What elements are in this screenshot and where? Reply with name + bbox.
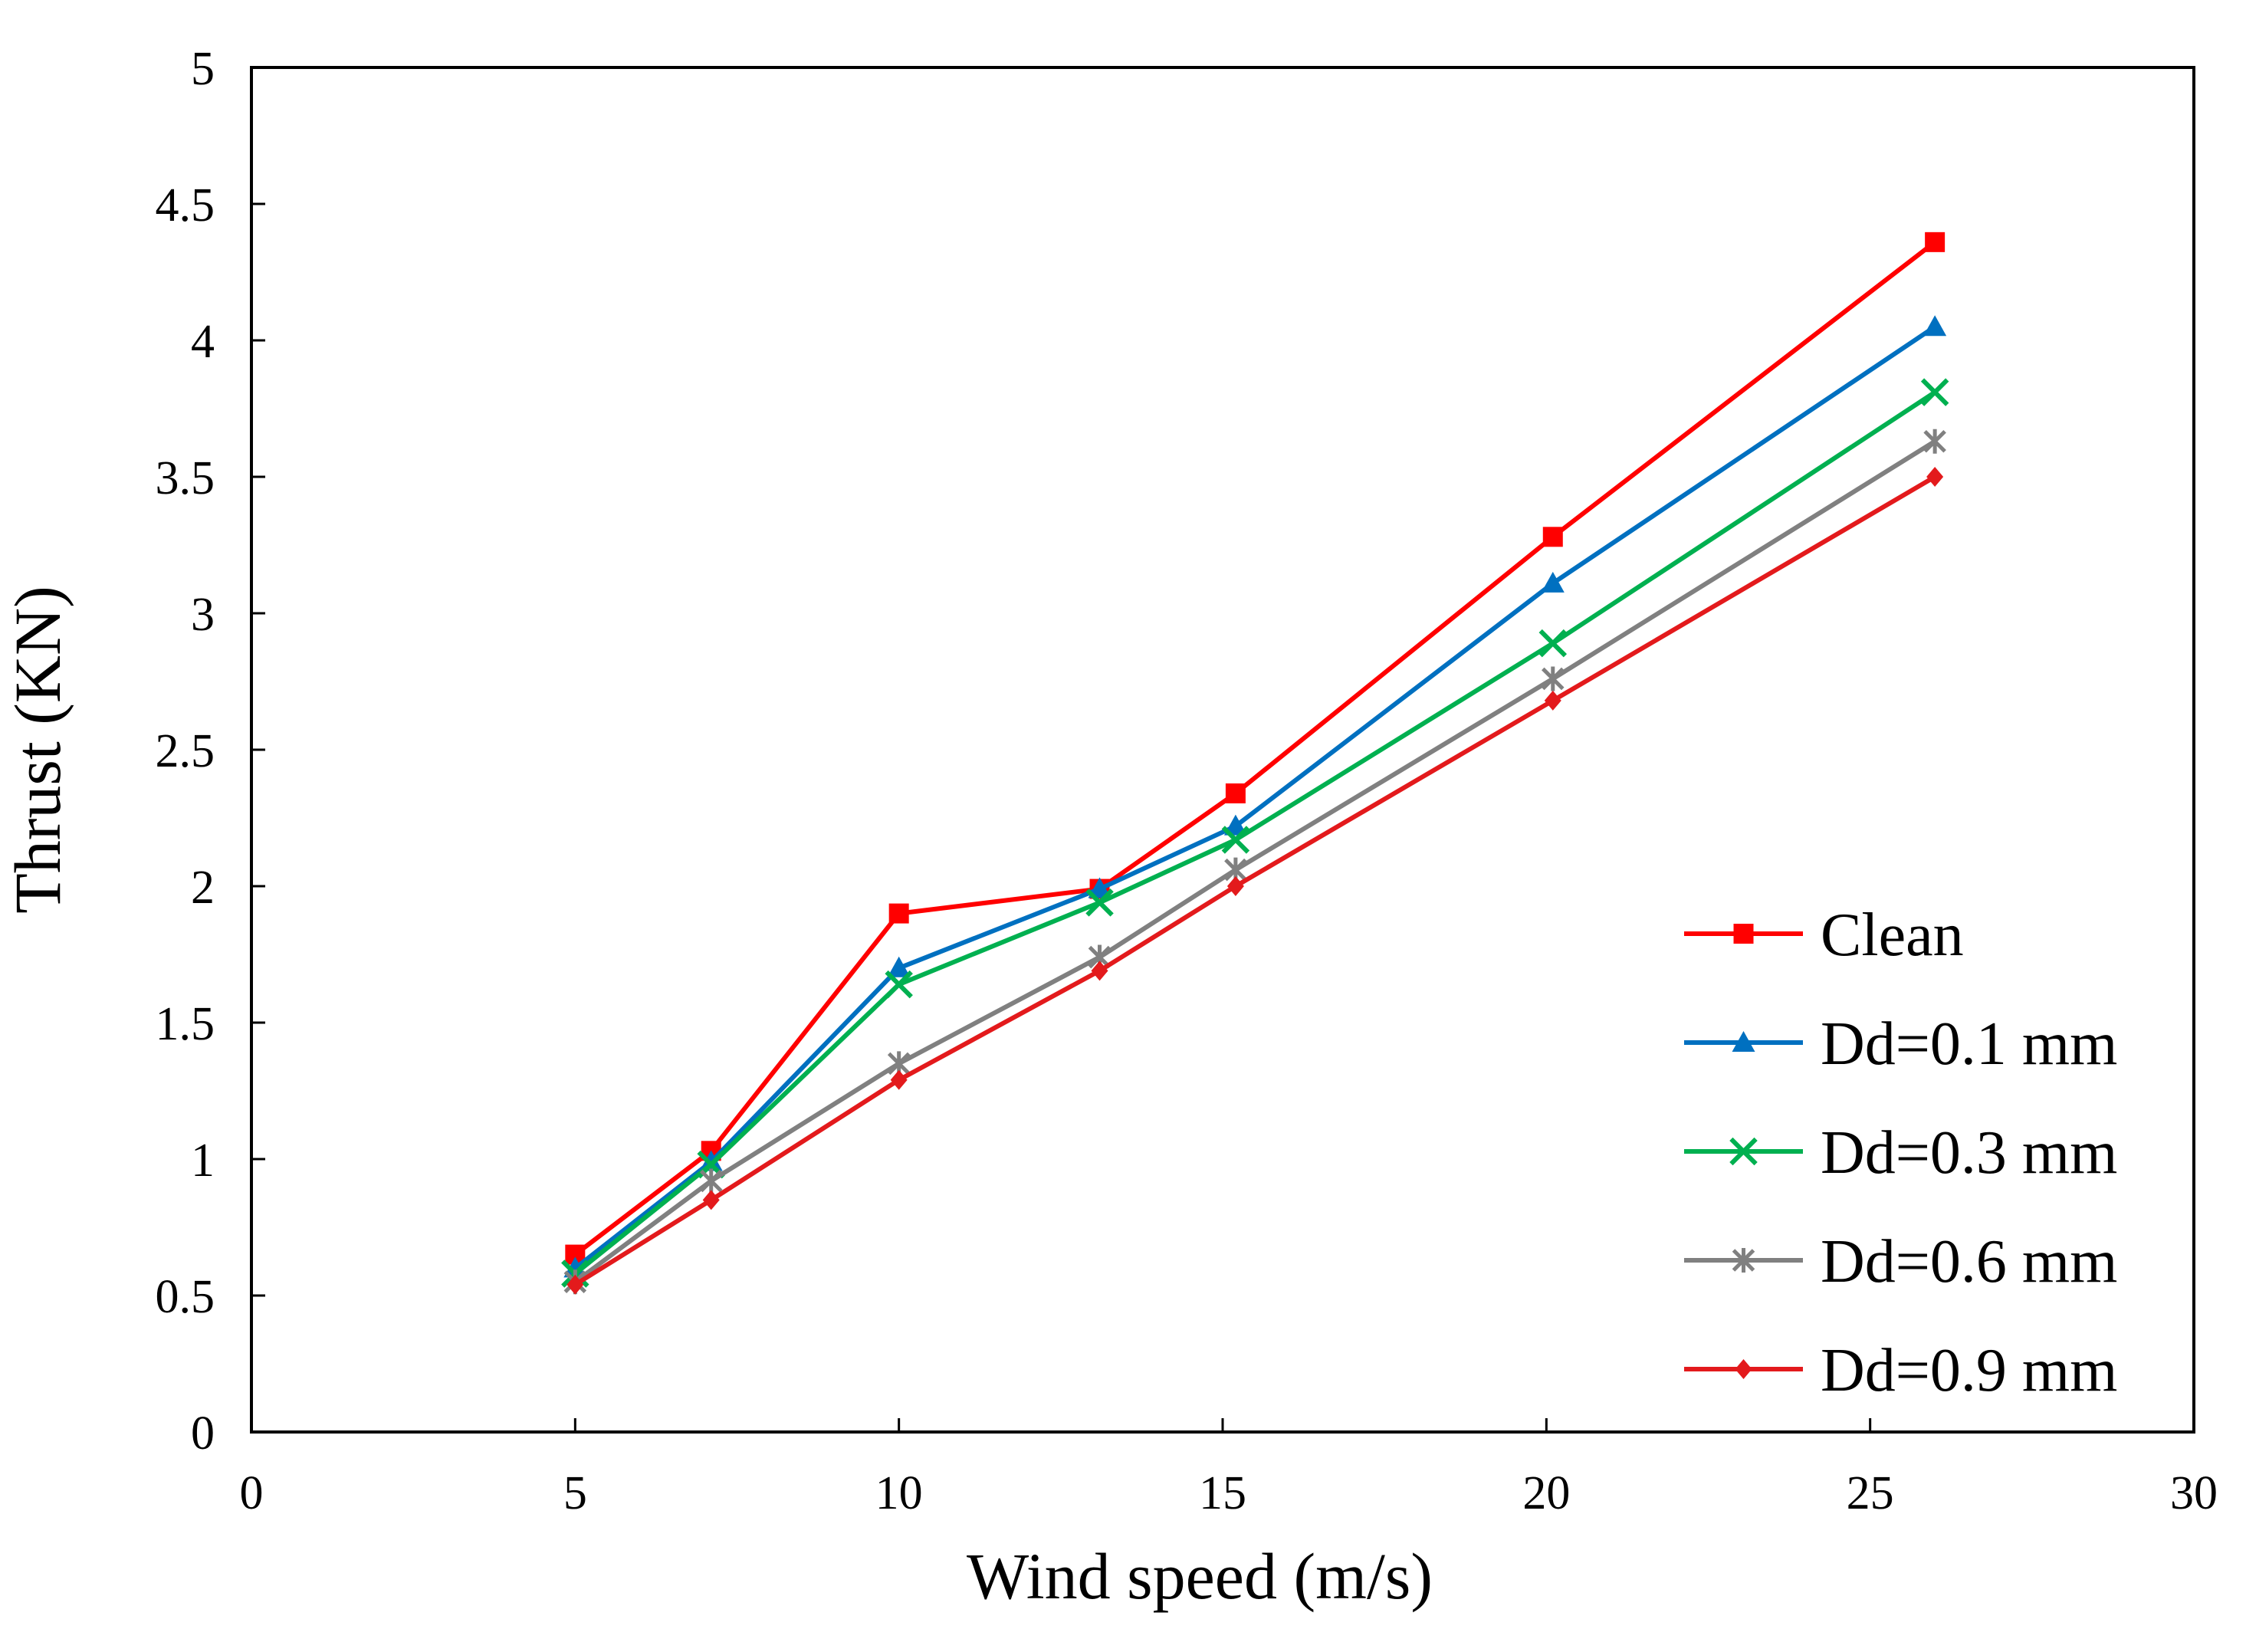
x-tick-label: 25 bbox=[1847, 1467, 1894, 1519]
x-tick-label: 10 bbox=[875, 1467, 923, 1519]
data-point bbox=[1091, 961, 1108, 981]
legend-label: Dd=0.6 mm bbox=[1821, 1228, 2117, 1296]
data-point bbox=[1544, 690, 1561, 711]
data-point bbox=[1223, 814, 1247, 836]
legend-marker bbox=[1732, 1031, 1755, 1052]
data-point bbox=[1920, 378, 1949, 406]
data-point bbox=[702, 1190, 720, 1210]
legend-entry: Dd=0.1 mm bbox=[1684, 1010, 2117, 1078]
legend-entry: Dd=0.9 mm bbox=[1684, 1337, 2117, 1404]
x-tick-label: 30 bbox=[2170, 1467, 2218, 1519]
y-axis-title: Thrust (KN) bbox=[1, 586, 74, 914]
series-1 bbox=[563, 315, 1947, 1278]
data-point bbox=[885, 970, 913, 999]
legend-marker bbox=[1735, 1359, 1752, 1379]
data-point bbox=[1926, 467, 1944, 487]
data-point bbox=[887, 956, 911, 977]
y-tick-label: 2.5 bbox=[156, 725, 215, 777]
data-point bbox=[1538, 629, 1568, 658]
x-axis-title: Wind speed (m/s) bbox=[967, 1539, 1433, 1613]
data-point bbox=[1923, 315, 1947, 337]
y-tick-label: 0 bbox=[191, 1407, 215, 1460]
legend-label: Dd=0.1 mm bbox=[1821, 1010, 2117, 1078]
data-point bbox=[699, 1168, 723, 1194]
data-point bbox=[566, 1274, 584, 1295]
y-tick-label: 1 bbox=[191, 1135, 215, 1187]
x-tick-label: 15 bbox=[1199, 1467, 1246, 1519]
data-point bbox=[1541, 571, 1565, 593]
legend-entry: Dd=0.6 mm bbox=[1684, 1228, 2117, 1296]
series-4 bbox=[566, 467, 1944, 1295]
data-point bbox=[1542, 527, 1563, 547]
data-point bbox=[1088, 877, 1112, 898]
y-tick-label: 3 bbox=[191, 589, 215, 641]
y-tick-label: 2 bbox=[191, 862, 215, 914]
data-point bbox=[890, 1069, 908, 1090]
plot-frame bbox=[250, 66, 2195, 1434]
y-tick-label: 5 bbox=[191, 43, 215, 95]
data-point bbox=[699, 1150, 723, 1171]
data-point bbox=[1542, 666, 1565, 691]
y-tick-label: 4 bbox=[191, 316, 215, 368]
y-tick-label: 1.5 bbox=[156, 998, 215, 1050]
series-layer bbox=[561, 232, 1949, 1295]
data-point bbox=[1225, 783, 1246, 803]
data-point bbox=[563, 1256, 587, 1278]
legend: Clean Dd=0.1 mm Dd=0.3 mm Dd=0.6 mm Dd=0.9 m… bbox=[1684, 902, 2117, 1404]
legend-marker bbox=[1732, 1248, 1755, 1273]
legend-label: Dd=0.9 mm bbox=[1821, 1337, 2117, 1404]
series-0 bbox=[565, 232, 1946, 1265]
series-3 bbox=[563, 429, 1946, 1295]
data-point bbox=[1221, 826, 1250, 854]
y-tick-label: 3.5 bbox=[156, 452, 215, 504]
legend-label: Dd=0.3 mm bbox=[1821, 1119, 2117, 1187]
x-tick-label: 5 bbox=[563, 1467, 587, 1519]
y-tick-label: 0.5 bbox=[156, 1271, 215, 1323]
data-point bbox=[1925, 232, 1946, 252]
y-tick-label: 4.5 bbox=[156, 179, 215, 232]
data-point bbox=[1923, 429, 1946, 454]
axes-layer: 0 5 10 15 20 25 30 0 0.5 1 1.5 2 2.5 3 3.5 4 4.5 5 Wind sp… bbox=[1, 43, 2218, 1613]
x-tick-label: 0 bbox=[240, 1467, 264, 1519]
data-point bbox=[1226, 876, 1244, 896]
series-line bbox=[573, 240, 1936, 1256]
data-point bbox=[888, 903, 909, 924]
data-point bbox=[1085, 888, 1114, 917]
legend-marker bbox=[1729, 1137, 1758, 1166]
series-line bbox=[573, 324, 1936, 1270]
legend-entry: Dd=0.3 mm bbox=[1684, 1119, 2117, 1187]
x-tick-label: 20 bbox=[1522, 1467, 1570, 1519]
legend-label: Clean bbox=[1821, 902, 1964, 969]
legend-marker bbox=[1733, 924, 1754, 944]
legend-entry: Clean bbox=[1684, 902, 1964, 969]
